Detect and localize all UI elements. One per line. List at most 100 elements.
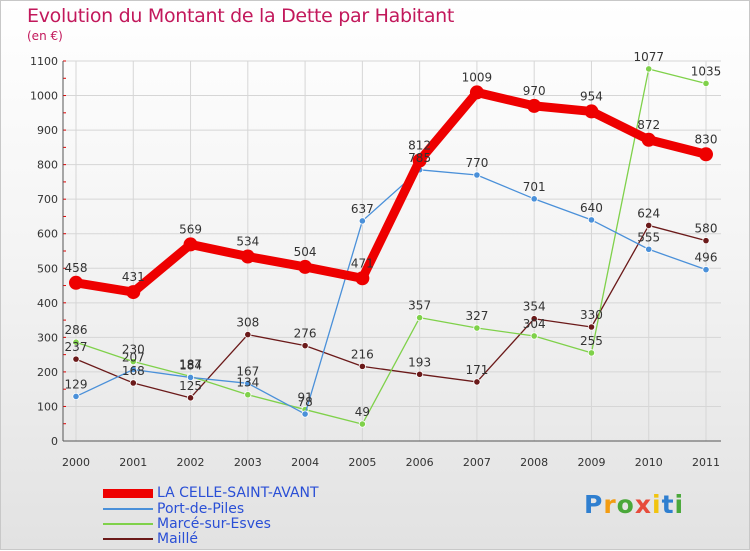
data-point [412, 153, 427, 168]
data-label: 276 [294, 327, 317, 341]
data-point [358, 217, 366, 225]
y-tick-label: 800 [37, 159, 58, 172]
data-label: 569 [179, 222, 202, 236]
data-label: 555 [637, 230, 660, 244]
data-point [530, 195, 538, 203]
data-point [702, 237, 710, 245]
series-line [75, 68, 707, 425]
data-label: 496 [695, 251, 718, 265]
series-line [71, 87, 711, 297]
legend-label: LA CELLE-SAINT-AVANT [157, 485, 319, 501]
y-tick-label: 200 [37, 366, 58, 379]
data-point [72, 338, 80, 346]
data-point [358, 362, 366, 370]
data-label: 286 [65, 323, 88, 337]
data-label: 327 [465, 309, 488, 323]
logo-letter: r [603, 490, 617, 519]
data-label: 330 [580, 308, 603, 322]
data-label: 207 [122, 350, 145, 364]
legend-label: Maillé [157, 531, 198, 547]
legend-item: Marcé-sur-Esves [103, 516, 271, 532]
data-label: 255 [580, 334, 603, 348]
data-label: 431 [122, 270, 145, 284]
data-label: 701 [523, 180, 546, 194]
y-tick-label: 1000 [30, 90, 58, 103]
data-label: 1009 [462, 70, 493, 84]
data-label: 785 [408, 151, 431, 165]
data-label: 624 [637, 206, 660, 220]
data-label: 357 [408, 299, 431, 313]
x-tick-label: 2004 [291, 456, 319, 469]
x-tick-label: 2009 [577, 456, 605, 469]
y-tick-label: 300 [37, 331, 58, 344]
y-tick-label: 400 [37, 297, 58, 310]
data-label: 812 [408, 138, 431, 152]
legend-label: Port-de-Piles [157, 501, 245, 517]
logo-letter: x [634, 490, 652, 519]
data-point [69, 275, 83, 290]
data-point [301, 410, 309, 418]
data-label: 504 [294, 245, 317, 259]
data-point [244, 379, 252, 387]
data-point [584, 104, 599, 119]
data-label: 308 [236, 316, 259, 330]
data-point [530, 315, 538, 323]
data-point [645, 221, 653, 230]
data-label: 193 [408, 355, 431, 369]
data-point [702, 79, 710, 88]
y-tick-label: 900 [37, 124, 58, 137]
data-label: 1077 [633, 50, 664, 64]
y-tick-label: 700 [37, 193, 58, 206]
series-line [75, 169, 707, 415]
y-tick-label: 500 [37, 262, 58, 275]
x-tick-label: 2003 [234, 456, 262, 469]
chart-unit-label: (en €) [27, 29, 63, 43]
y-tick-label: 1100 [30, 55, 58, 68]
x-tick-label: 2000 [62, 456, 90, 469]
data-point [126, 285, 141, 300]
legend-swatch [103, 523, 153, 525]
data-label: 1035 [691, 64, 722, 78]
data-label: 580 [695, 222, 718, 236]
data-label: 534 [236, 235, 259, 249]
data-label: 187 [179, 357, 202, 371]
data-point [129, 357, 137, 366]
data-label: 640 [580, 201, 603, 215]
y-tick-label: 0 [51, 435, 58, 448]
data-point [240, 249, 255, 264]
data-point [416, 314, 424, 322]
logo-letter: i [652, 490, 662, 519]
legend-swatch [103, 508, 153, 510]
data-label: 184 [179, 358, 202, 372]
data-point [473, 378, 481, 386]
data-label: 134 [236, 376, 259, 390]
data-point [645, 245, 653, 253]
data-label: 78 [297, 395, 312, 409]
data-label: 216 [351, 347, 374, 361]
data-point [473, 324, 481, 332]
data-label: 354 [523, 300, 546, 314]
legend-label: Marcé-sur-Esves [157, 516, 271, 532]
data-label: 129 [65, 377, 88, 391]
y-tick-label: 600 [37, 228, 58, 241]
data-point [587, 216, 596, 224]
data-point [72, 392, 80, 401]
data-label: 237 [65, 340, 88, 354]
x-tick-label: 2008 [520, 456, 548, 469]
legend-swatch [103, 538, 153, 540]
logo-letter: P [584, 490, 604, 519]
data-point [244, 330, 252, 339]
data-label: 954 [580, 89, 603, 103]
data-point [641, 132, 656, 147]
data-label: 637 [351, 202, 374, 216]
legend-swatch [103, 488, 153, 498]
data-label: 49 [355, 405, 370, 419]
data-point [129, 365, 137, 374]
data-point [469, 85, 484, 100]
data-label: 125 [179, 379, 202, 393]
data-point [129, 379, 137, 387]
legend-item: Port-de-Piles [103, 501, 244, 517]
data-point [186, 373, 195, 382]
data-point [645, 65, 653, 73]
